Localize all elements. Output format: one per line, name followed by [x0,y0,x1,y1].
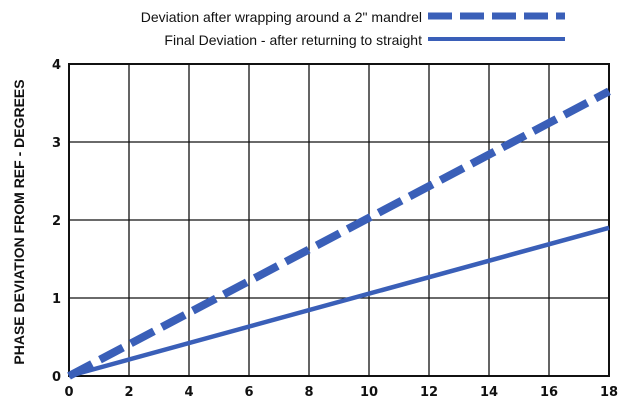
x-tick-label: 14 [480,385,498,400]
y-tick-label: 0 [52,370,61,385]
x-tick-label: 2 [124,385,133,400]
y-tick-label: 2 [52,214,61,229]
x-tick-label: 8 [304,385,313,400]
x-tick-label: 10 [360,385,378,400]
x-tick-label: 16 [540,385,558,400]
legend: Deviation after wrapping around a 2" man… [141,9,565,48]
legend-label-solid: Final Deviation - after returning to str… [164,32,422,48]
x-axis-ticks: 0 2 4 6 8 10 12 14 16 18 [64,385,618,400]
legend-label-dashed: Deviation after wrapping around a 2" man… [141,9,422,25]
y-tick-label: 3 [52,136,61,151]
series-line-solid [68,225,610,379]
series-line-dashed [67,87,611,380]
x-tick-label: 12 [420,385,438,400]
x-tick-label: 6 [244,385,253,400]
y-axis-label: PHASE DEVIATION FROM REF - DEGREES [11,79,27,364]
y-tick-label: 4 [52,58,61,73]
y-axis-ticks: 0 1 2 3 4 [52,58,61,385]
x-tick-label: 18 [600,385,618,400]
y-tick-label: 1 [52,292,61,307]
x-tick-label: 4 [184,385,193,400]
x-tick-label: 0 [64,385,73,400]
series-layer [67,87,611,380]
grid [68,63,610,377]
